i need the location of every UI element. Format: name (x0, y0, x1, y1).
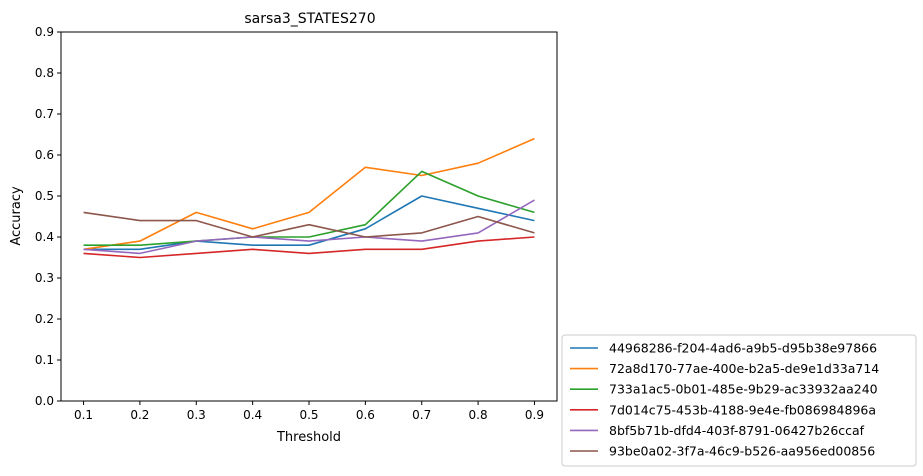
x-axis-label: Threshold (276, 430, 341, 445)
legend-label-2: 72a8d170-77ae-400e-b2a5-de9e1d33a714 (609, 361, 879, 376)
y-tick-label: 0.8 (35, 66, 54, 80)
series-line-5 (83, 199, 535, 255)
legend-label-4: 7d014c75-453b-4188-9e4e-fb086984896a (609, 402, 876, 417)
plot-frame (60, 31, 558, 402)
series-line-6 (83, 211, 535, 238)
series-line-1 (83, 195, 535, 251)
legend-label-3: 733a1ac5-0b01-485e-9b29-ac33932aa240 (609, 382, 878, 397)
legend-frame (561, 334, 917, 467)
x-tick-label: 0.1 (74, 408, 93, 422)
legend: 44968286-f204-4ad6-a9b5-d95b38e97866 72a8… (561, 334, 917, 467)
chart-title: sarsa3_STATES270 (244, 11, 375, 27)
x-tick-label: 0.8 (469, 408, 488, 422)
x-axis-ticks: 0.1 0.2 0.3 0.4 0.5 0.6 0.7 0.8 0.9 (74, 401, 544, 422)
series-line-3 (83, 170, 535, 246)
x-tick-label: 0.3 (187, 408, 206, 422)
y-tick-label: 0.0 (35, 394, 54, 408)
x-tick-label: 0.5 (299, 408, 318, 422)
x-tick-label: 0.7 (412, 408, 431, 422)
y-tick-label: 0.5 (35, 189, 54, 203)
x-tick-label: 0.2 (130, 408, 149, 422)
y-tick-label: 0.1 (35, 353, 54, 367)
series-line-4 (83, 236, 535, 259)
y-tick-label: 0.4 (35, 230, 54, 244)
legend-label-5: 8bf5b71b-dfd4-403f-8791-06427b26ccaf (609, 423, 865, 438)
y-tick-label: 0.9 (35, 25, 54, 39)
y-axis-ticks: 0.0 0.1 0.2 0.3 0.4 0.5 0.6 0.7 0.8 0.9 (35, 25, 61, 408)
plot-lines (83, 137, 535, 259)
x-tick-label: 0.6 (356, 408, 375, 422)
series-line-2 (83, 137, 535, 251)
y-tick-label: 0.7 (35, 107, 54, 121)
x-tick-label: 0.9 (525, 408, 544, 422)
x-tick-label: 0.4 (243, 408, 262, 422)
y-tick-label: 0.3 (35, 271, 54, 285)
y-tick-label: 0.2 (35, 312, 54, 326)
legend-label-1: 44968286-f204-4ad6-a9b5-d95b38e97866 (609, 341, 877, 356)
y-axis-label: Accuracy (9, 186, 24, 246)
legend-label-6: 93be0a02-3f7a-46c9-b526-aa956ed00856 (609, 444, 875, 459)
y-tick-label: 0.6 (35, 148, 54, 162)
